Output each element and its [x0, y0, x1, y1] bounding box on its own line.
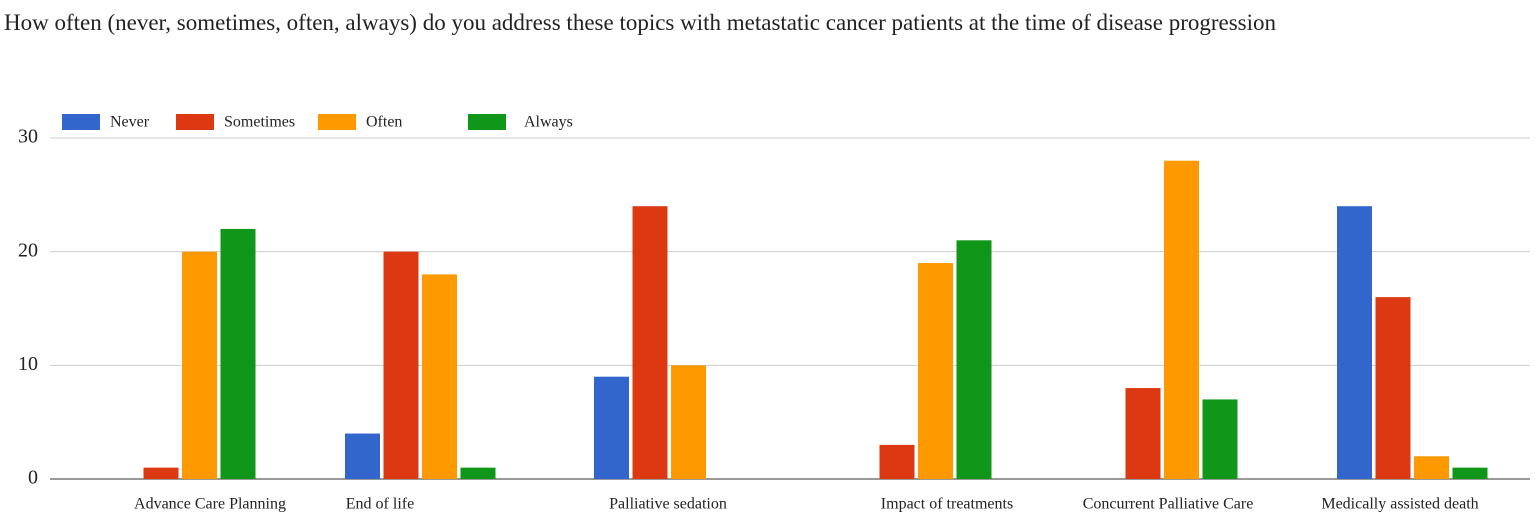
bar — [956, 240, 992, 479]
bar — [632, 206, 668, 479]
bar — [1202, 399, 1238, 479]
bar — [143, 467, 179, 479]
legend-swatch — [468, 114, 506, 130]
y-tick-label: 10 — [18, 353, 38, 375]
bar — [220, 228, 256, 479]
y-tick-label: 30 — [18, 126, 38, 148]
bar — [1164, 160, 1199, 479]
bar — [594, 376, 629, 479]
x-tick-label: Impact of treatments — [881, 496, 1013, 513]
bar — [1414, 456, 1449, 479]
bar — [671, 365, 706, 479]
legend-swatch — [62, 114, 100, 130]
bar — [383, 251, 419, 479]
legend-swatch — [176, 114, 214, 130]
bar — [879, 444, 915, 479]
legend-label: Always — [524, 114, 573, 131]
x-tick-label: Concurrent Palliative Care — [1083, 496, 1254, 513]
bar — [422, 274, 457, 479]
x-tick-label: Advance Care Planning — [134, 496, 286, 513]
bar — [1337, 206, 1372, 479]
chart-title: How often (never, sometimes, often, alwa… — [4, 10, 1277, 35]
x-tick-label: End of life — [346, 496, 414, 513]
y-tick-label: 20 — [18, 239, 38, 261]
bar — [918, 263, 953, 479]
legend-label: Often — [366, 114, 402, 131]
legend-label: Never — [110, 114, 150, 131]
bar — [1452, 467, 1488, 479]
y-tick-label: 0 — [28, 467, 38, 489]
bar — [1375, 297, 1411, 479]
legend-swatch — [318, 114, 356, 130]
x-tick-label: Palliative sedation — [609, 496, 727, 513]
bar — [345, 433, 380, 479]
bar — [460, 467, 496, 479]
legend-label: Sometimes — [224, 114, 295, 131]
bar — [182, 251, 217, 479]
bar — [1125, 388, 1161, 479]
x-tick-label: Medically assisted death — [1321, 496, 1478, 513]
